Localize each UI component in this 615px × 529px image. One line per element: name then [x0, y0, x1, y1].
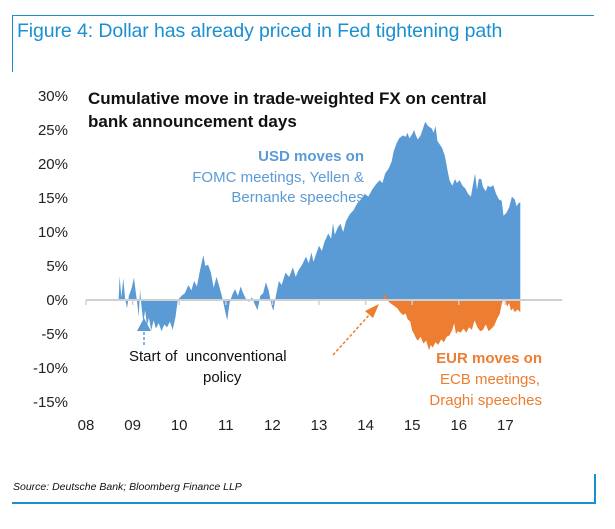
usd-annotation-line-2: FOMC meetings, Yellen & — [192, 169, 364, 186]
chart-title-line-1: Cumulative move in trade-weighted FX on … — [88, 89, 487, 108]
y-tick-label: -5% — [41, 326, 68, 343]
figure-title: Figure 4: Dollar has already priced in F… — [17, 20, 503, 42]
eur-annotation-line-3: Draghi speeches — [429, 392, 542, 409]
frame-bottom-border — [12, 502, 596, 504]
frame-top-border — [12, 15, 594, 16]
series-layer — [86, 121, 521, 351]
x-tick-label: 09 — [124, 417, 141, 434]
x-tick-label: 14 — [357, 417, 374, 434]
x-tick-marks — [85, 300, 507, 305]
y-tick-label: 10% — [38, 224, 68, 241]
y-tick-label: 25% — [38, 122, 68, 139]
y-tick-label: 0% — [46, 292, 68, 309]
usd-area-series — [86, 121, 521, 332]
y-tick-label: 15% — [38, 190, 68, 207]
policy-annotation-line-1: Start of unconventional — [129, 348, 287, 365]
y-tick-label: 30% — [38, 88, 68, 105]
x-tick-labels: 08 09 10 11 12 13 14 15 16 17 — [78, 417, 514, 434]
frame-left-border — [12, 15, 13, 72]
source-note: Source: Deutsche Bank; Bloomberg Finance… — [13, 481, 242, 493]
x-tick-label: 16 — [450, 417, 467, 434]
usd-annotation-line-3: Bernanke speeches — [231, 189, 364, 206]
policy-annotation-line-2: policy — [203, 369, 242, 386]
eur-policy-arrow — [332, 304, 379, 356]
x-tick-label: 12 — [264, 417, 281, 434]
y-tick-label: 5% — [46, 258, 68, 275]
y-tick-labels: -15% -10% -5% 0% 5% 10% 15% 20% 25% 30% — [33, 88, 68, 411]
x-tick-label: 10 — [171, 417, 188, 434]
usd-annotation-line-1: USD moves on — [258, 148, 364, 165]
x-tick-label: 13 — [311, 417, 328, 434]
x-tick-label: 11 — [218, 417, 234, 434]
y-tick-label: 20% — [38, 156, 68, 173]
x-tick-label: 17 — [497, 417, 514, 434]
eur-annotation-line-1: EUR moves on — [436, 350, 542, 367]
y-tick-label: -10% — [33, 360, 68, 377]
eur-area-series — [379, 293, 521, 351]
x-tick-label: 08 — [78, 417, 95, 434]
y-tick-label: -15% — [33, 394, 68, 411]
eur-annotation-line-2: ECB meetings, — [440, 371, 540, 388]
chart-title-line-2: bank announcement days — [88, 112, 297, 131]
x-tick-label: 15 — [404, 417, 421, 434]
usd-policy-arrow — [137, 318, 151, 345]
frame-right-border — [594, 474, 596, 504]
